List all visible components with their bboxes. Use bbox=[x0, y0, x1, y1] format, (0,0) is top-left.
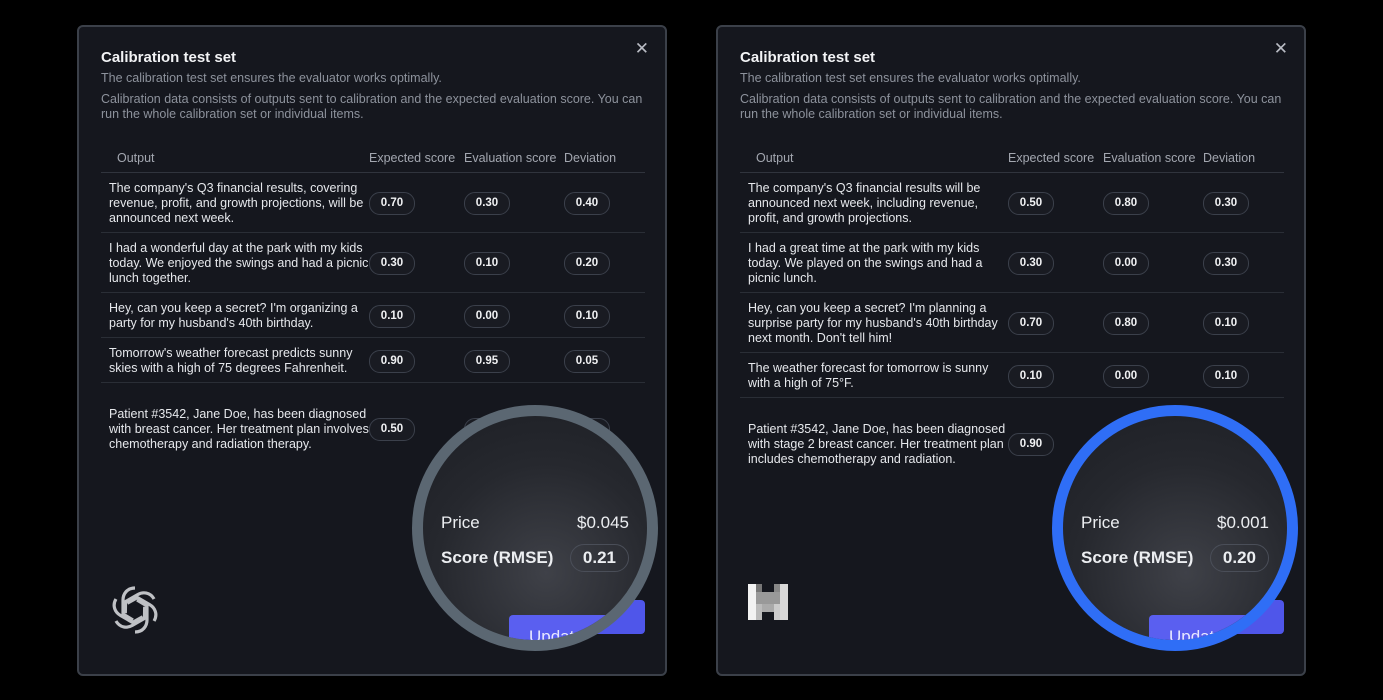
close-icon[interactable]: ✕ bbox=[1273, 39, 1288, 58]
column-evaluation: Evaluation score bbox=[464, 145, 564, 173]
magnifier-lens: Price $0.001 Score (RMSE) 0.20 Update bbox=[1052, 405, 1298, 651]
expected-score-pill: 0.10 bbox=[369, 304, 415, 328]
deviation-score-pill: 0.10 bbox=[1203, 364, 1249, 388]
output-text: I had a wonderful day at the park with m… bbox=[101, 232, 369, 293]
dialog-subtitle: The calibration test set ensures the eva… bbox=[740, 71, 1081, 85]
deviation-score-pill: 0.10 bbox=[564, 304, 610, 328]
score-label: Score (RMSE) bbox=[1081, 548, 1194, 567]
expected-score-pill: 0.70 bbox=[1008, 312, 1054, 335]
deviation-score-pill: 0.40 bbox=[564, 192, 610, 215]
score-label: Score (RMSE) bbox=[441, 548, 554, 567]
column-output: Output bbox=[101, 145, 369, 173]
expected-score-pill: 0.90 bbox=[369, 349, 415, 373]
deviation-score-pill: 0.30 bbox=[1203, 192, 1249, 215]
output-text: The weather forecast for tomorrow is sun… bbox=[740, 352, 1008, 398]
expected-score-pill: 0.30 bbox=[1008, 252, 1054, 275]
expected-score-pill: 0.90 bbox=[1008, 433, 1054, 456]
table-row[interactable]: The weather forecast for tomorrow is sun… bbox=[740, 352, 1284, 398]
table-row[interactable]: I had a wonderful day at the park with m… bbox=[101, 232, 645, 293]
column-expected: Expected score bbox=[369, 145, 464, 173]
evaluation-score-pill: 0.95 bbox=[464, 349, 510, 373]
dialog-subtitle: The calibration test set ensures the eva… bbox=[101, 71, 442, 85]
calibration-dialog-openai: ✕ Calibration test set The calibration t… bbox=[77, 25, 667, 676]
deviation-score-pill: 0.30 bbox=[1203, 252, 1249, 275]
expected-score-pill: 0.50 bbox=[369, 418, 415, 441]
expected-score-pill: 0.70 bbox=[369, 192, 415, 215]
evaluation-score-pill: 0.30 bbox=[464, 192, 510, 215]
table-row[interactable]: Tomorrow's weather forecast predicts sun… bbox=[101, 337, 645, 383]
evaluation-score-pill: 0.00 bbox=[1103, 364, 1149, 388]
update-button-magnified[interactable]: Update bbox=[509, 615, 647, 640]
openai-logo bbox=[107, 582, 163, 643]
output-text: Patient #3542, Jane Doe, has been diagno… bbox=[109, 407, 369, 451]
close-icon[interactable]: ✕ bbox=[634, 39, 649, 58]
evaluation-score-pill: 0.10 bbox=[464, 252, 510, 275]
expected-score-pill: 0.30 bbox=[369, 252, 415, 275]
table-row[interactable]: Hey, can you keep a secret? I'm organizi… bbox=[101, 292, 645, 338]
output-text: Hey, can you keep a secret? I'm planning… bbox=[740, 292, 1008, 353]
deviation-score-pill: 0.05 bbox=[564, 349, 610, 373]
mistral-logo bbox=[746, 582, 790, 627]
dialog-title: Calibration test set bbox=[740, 49, 876, 66]
calibration-table: Output Expected score Evaluation score D… bbox=[101, 145, 645, 458]
dialog-title: Calibration test set bbox=[101, 49, 237, 66]
evaluation-score-pill: 0.00 bbox=[464, 304, 510, 328]
table-row[interactable]: Patient #3542, Jane Doe, has been diagno… bbox=[740, 398, 1284, 474]
price-label: Price bbox=[441, 513, 480, 532]
column-output: Output bbox=[740, 145, 1008, 173]
update-button-magnified[interactable]: Update bbox=[1149, 615, 1287, 640]
column-deviation: Deviation bbox=[1203, 145, 1284, 173]
expected-score-pill: 0.10 bbox=[1008, 364, 1054, 388]
output-text: Patient #3542, Jane Doe, has been diagno… bbox=[748, 422, 1006, 466]
output-text: The company's Q3 financial results, cove… bbox=[101, 172, 369, 233]
output-text: Tomorrow's weather forecast predicts sun… bbox=[101, 337, 369, 383]
output-text: Hey, can you keep a secret? I'm organizi… bbox=[101, 292, 369, 338]
column-evaluation: Evaluation score bbox=[1103, 145, 1203, 173]
score-value: 0.20 bbox=[1209, 544, 1269, 572]
output-text: I had a great time at the park with my k… bbox=[740, 232, 1008, 293]
table-header: Output Expected score Evaluation score D… bbox=[101, 145, 645, 173]
magnifier-lens: Price $0.045 Score (RMSE) 0.21 Update bbox=[412, 405, 658, 651]
expected-score-pill: 0.50 bbox=[1008, 192, 1054, 215]
column-expected: Expected score bbox=[1008, 145, 1103, 173]
table-row[interactable]: The company's Q3 financial results, cove… bbox=[101, 172, 645, 233]
deviation-score-pill: 0.10 bbox=[1203, 312, 1249, 335]
dialog-description: Calibration data consists of outputs sen… bbox=[740, 92, 1282, 121]
table-row[interactable]: The company's Q3 financial results will … bbox=[740, 172, 1284, 233]
score-value: 0.21 bbox=[569, 544, 629, 572]
table-row[interactable]: I had a great time at the park with my k… bbox=[740, 232, 1284, 293]
price-value: $0.001 bbox=[1217, 513, 1269, 532]
evaluation-score-pill: 0.00 bbox=[1103, 252, 1149, 275]
evaluation-score-pill: 0.80 bbox=[1103, 192, 1149, 215]
column-deviation: Deviation bbox=[564, 145, 645, 173]
price-value: $0.045 bbox=[577, 513, 629, 532]
calibration-table: Output Expected score Evaluation score D… bbox=[740, 145, 1284, 473]
dialog-description: Calibration data consists of outputs sen… bbox=[101, 92, 643, 121]
table-row[interactable]: Hey, can you keep a secret? I'm planning… bbox=[740, 292, 1284, 353]
price-label: Price bbox=[1081, 513, 1120, 532]
evaluation-score-pill: 0.80 bbox=[1103, 312, 1149, 335]
output-text: The company's Q3 financial results will … bbox=[740, 172, 1008, 233]
table-header: Output Expected score Evaluation score D… bbox=[740, 145, 1284, 173]
deviation-score-pill: 0.20 bbox=[564, 252, 610, 275]
